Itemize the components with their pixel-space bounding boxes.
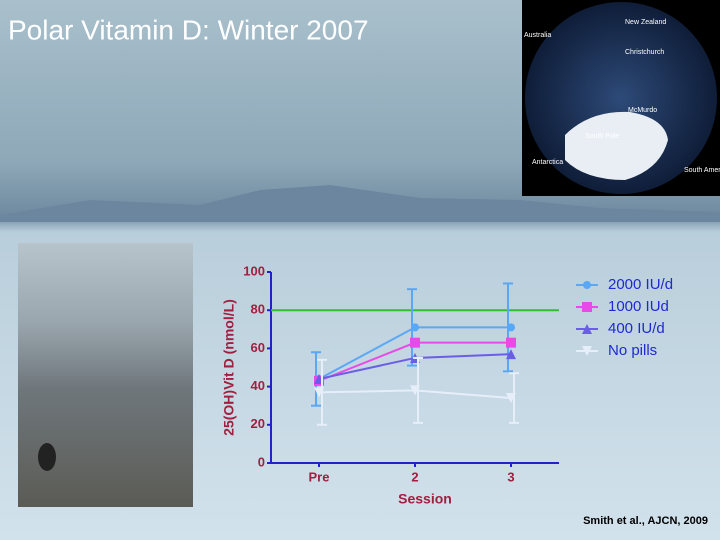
slide-title: Polar Vitamin D: Winter 2007 [8,14,369,45]
legend-marker [582,324,592,334]
marker [506,337,516,348]
map-label: McMurdo [628,107,657,114]
marker [506,349,516,360]
map-label: Antarctica [532,159,563,166]
x-axis-label: Session [398,491,452,507]
y-tick-label: 60 [251,340,265,355]
citation: Smith et al., AJCN, 2009 [583,515,708,527]
legend-marker [582,302,592,312]
x-tick-label: Pre [309,469,330,484]
legend-marker [582,346,592,356]
legend-marker [583,281,591,289]
map-label: New Zealand [625,19,666,26]
map-label: South America [684,167,720,174]
y-tick-label: 20 [251,416,265,431]
x-tick-label: 3 [507,469,514,484]
y-tick-label: 0 [258,454,265,469]
marker [506,393,516,404]
map-label: Australia [524,32,551,39]
map-label: South Pole [585,133,619,140]
marker [410,385,420,396]
y-tick-label: 100 [243,263,265,278]
penguin [38,443,56,471]
marker [314,387,324,398]
marker [410,337,420,348]
chart: 0 20 40 60 80 100 Pre 2 3 Session 25(OH)Vit D (nmo… [221,263,673,506]
y-axis-label: 25(OH)Vit D (nmol/L) [221,299,237,436]
marker [507,323,515,332]
antarctica-shape [565,111,668,180]
legend-label: 2000 IU/d [608,276,673,293]
legend-label: No pills [608,342,657,359]
legend-label: 1000 IUd [608,298,669,315]
y-tick-label: 80 [251,302,265,317]
x-tick-label: 2 [411,469,418,484]
marker [411,323,419,332]
map-label: Christchurch [625,49,664,56]
mountains [0,185,720,222]
y-tick-label: 40 [251,378,265,393]
legend-label: 400 IU/d [608,320,665,337]
